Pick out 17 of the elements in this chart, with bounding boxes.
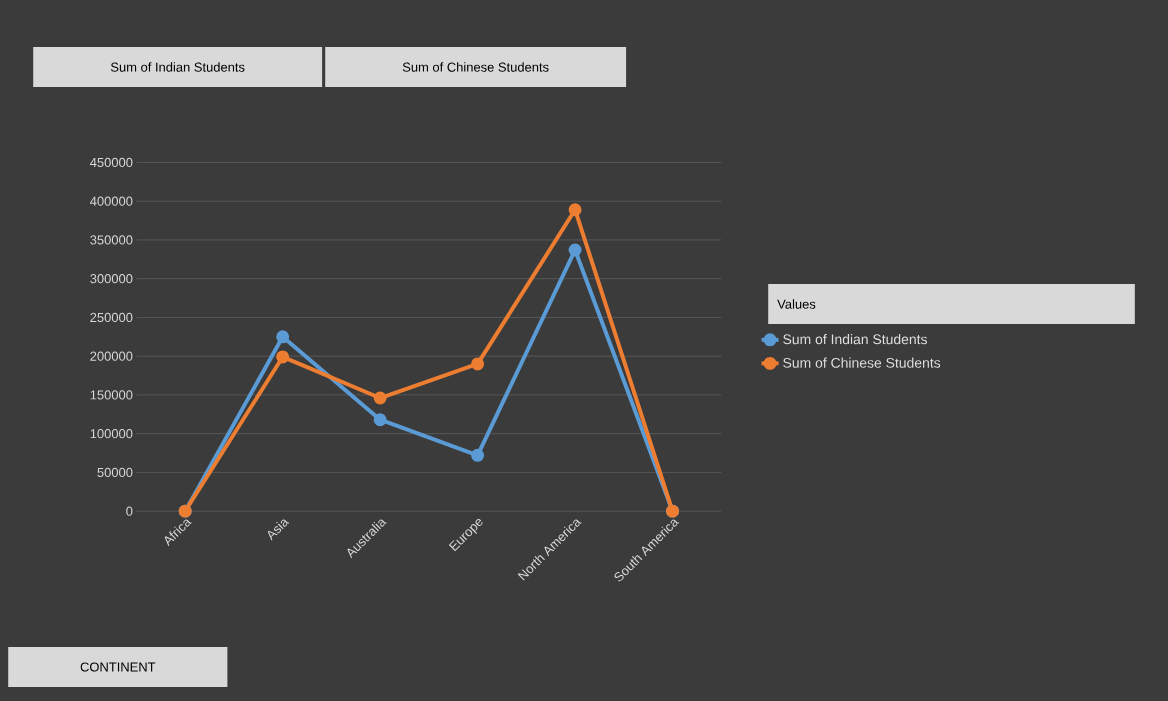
y-tick-label: 0: [126, 506, 133, 516]
legend-label: Sum of Chinese Students: [783, 357, 941, 368]
y-tick-label: 350000: [90, 235, 133, 245]
y-tick-label: 400000: [90, 196, 133, 206]
y-tick-label: 100000: [90, 429, 133, 439]
legend-title: Values: [777, 299, 816, 309]
y-tick-label: 50000: [97, 467, 133, 477]
text: CONTINENT: [80, 662, 156, 672]
text: Sum of Indian Students: [110, 62, 245, 72]
y-tick-label: 200000: [90, 351, 133, 361]
y-tick-label: 150000: [90, 390, 133, 400]
y-tick-label: 450000: [90, 157, 133, 168]
legend-label: Sum of Indian Students: [783, 334, 927, 345]
text: Sum of Chinese Students: [402, 62, 549, 72]
y-tick-label: 250000: [90, 312, 133, 323]
x-tick-label: Asia: [267, 519, 290, 541]
y-tick-label: 300000: [90, 274, 133, 284]
